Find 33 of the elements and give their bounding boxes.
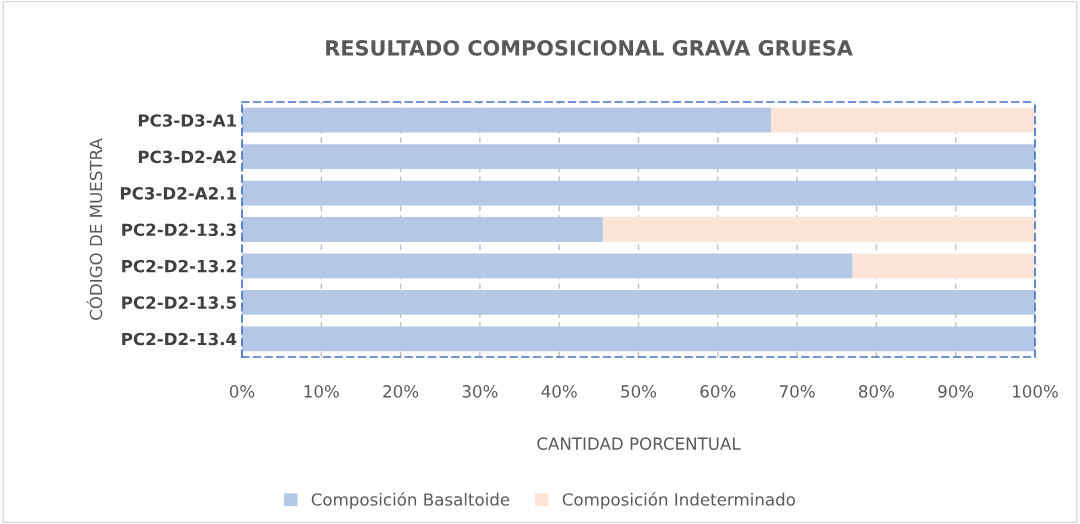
- y-tick-label: PC2-D2-13.5: [122, 296, 236, 309]
- y-tick-label: PC2-D2-13.2: [122, 259, 236, 273]
- x-tick-label: 50%: [621, 385, 657, 398]
- bar: [242, 253, 853, 279]
- x-tick-label: 80%: [859, 385, 894, 398]
- x-tick-label: 70%: [779, 385, 815, 398]
- x-tick-label: 30%: [462, 385, 498, 398]
- chart-title: RESULTADO COMPOSICIONAL GRAVA GRUESA: [326, 40, 853, 56]
- bar: [242, 180, 1035, 206]
- bar: [242, 144, 1035, 170]
- bar: [602, 217, 1035, 242]
- x-tick-label: 40%: [541, 385, 577, 398]
- x-tick-label: 100%: [1013, 385, 1058, 398]
- y-tick-label: PC2-D2-13.4: [122, 332, 237, 346]
- x-tick-label: 20%: [383, 385, 419, 398]
- bar: [242, 107, 771, 133]
- x-tick-label: 0%: [229, 385, 255, 398]
- y-tick-label: PC3-D2-A2: [138, 150, 236, 164]
- legend-label: Composición Basaltoide: [311, 492, 510, 509]
- y-tick-label: PC2-D2-13.3: [122, 223, 236, 237]
- x-axis-title: CANTIDAD PORCENTUAL: [537, 437, 741, 450]
- y-axis-title: CÓDIGO DE MUESTRA: [86, 138, 103, 320]
- bar: [770, 107, 1035, 133]
- x-tick-label: 90%: [938, 385, 974, 398]
- x-tick-label: 10%: [304, 385, 339, 398]
- x-tick-label: 60%: [700, 385, 736, 398]
- bar: [242, 217, 603, 242]
- y-tick-label: PC3-D2-A2.1: [120, 187, 236, 200]
- bar: [242, 326, 1035, 352]
- bar: [242, 289, 1035, 315]
- y-tick-label: PC3-D3-A1: [138, 114, 236, 127]
- bar: [852, 253, 1035, 279]
- legend-label: Composición Indeterminado: [562, 492, 795, 509]
